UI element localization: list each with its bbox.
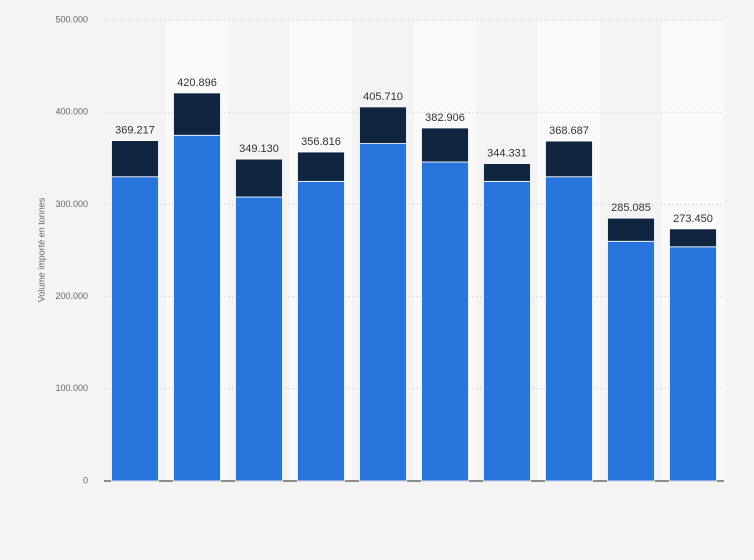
bar-segment	[359, 106, 407, 144]
y-tick-label: 400.000	[55, 107, 88, 117]
y-tick-label: 500.000	[55, 14, 88, 24]
bar-segment	[483, 180, 531, 482]
bar-segment	[669, 228, 717, 248]
y-axis-label: Volume importé en tonnes	[36, 197, 46, 302]
total-label: 349.130	[239, 143, 279, 155]
y-tick-label: 0	[83, 475, 88, 485]
bar-segment	[421, 161, 469, 482]
total-label: 344.331	[487, 147, 527, 159]
total-label: 285.085	[611, 202, 651, 214]
total-label: 369.217	[115, 124, 155, 136]
total-label: 405.710	[363, 91, 403, 103]
bar-segment	[173, 92, 221, 136]
bar-segment	[111, 176, 159, 482]
bar-segment	[545, 140, 593, 178]
bar-segment	[359, 143, 407, 482]
bar-segment	[235, 196, 283, 482]
bar-segment	[421, 127, 469, 163]
y-tick-label: 100.000	[55, 383, 88, 393]
bar-segment	[297, 180, 345, 482]
y-tick-label: 200.000	[55, 291, 88, 301]
bar-segment	[607, 240, 655, 482]
total-label: 356.816	[301, 136, 341, 148]
bar-segment	[235, 158, 283, 198]
bar-segment	[297, 151, 345, 182]
bar-segment	[545, 176, 593, 482]
bar-segment	[173, 134, 221, 482]
total-label: 382.906	[425, 112, 465, 124]
bar-segment	[669, 246, 717, 482]
bar-segment	[111, 140, 159, 178]
total-label: 420.896	[177, 77, 217, 89]
bar-segment	[607, 217, 655, 242]
bar-segment	[483, 163, 531, 182]
total-label: 273.450	[673, 213, 713, 225]
y-tick-label: 300.000	[55, 199, 88, 209]
total-label: 368.687	[549, 125, 589, 137]
